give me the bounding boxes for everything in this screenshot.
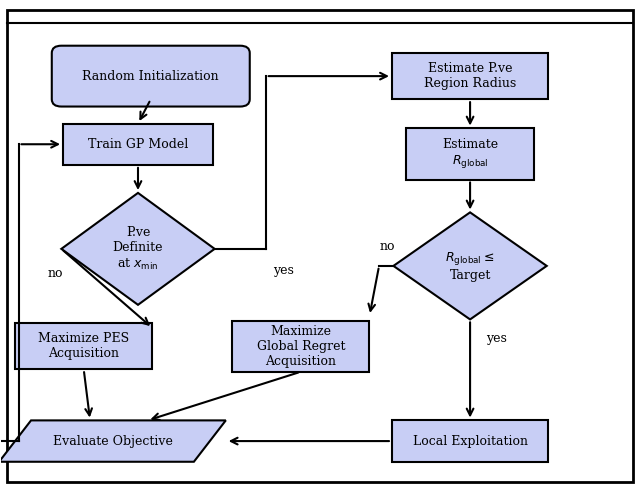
Text: Local Exploitation: Local Exploitation	[413, 435, 527, 447]
Text: Estimate P.ve
Region Radius: Estimate P.ve Region Radius	[424, 62, 516, 90]
Text: Maximize PES
Acquisition: Maximize PES Acquisition	[38, 332, 129, 360]
Polygon shape	[61, 193, 214, 305]
Text: Random Initialization: Random Initialization	[83, 70, 219, 82]
Text: P.ve
Definite
at $x_{\min}$: P.ve Definite at $x_{\min}$	[113, 226, 163, 271]
Bar	[406, 128, 534, 180]
FancyBboxPatch shape	[52, 46, 250, 106]
Bar	[63, 123, 213, 165]
Text: yes: yes	[486, 332, 508, 346]
Text: no: no	[380, 240, 395, 253]
Bar	[392, 420, 548, 462]
Bar	[15, 323, 152, 369]
Bar	[232, 321, 369, 372]
Text: Estimate
$R_{\mathrm{global}}$: Estimate $R_{\mathrm{global}}$	[442, 138, 498, 170]
Text: Evaluate Objective: Evaluate Objective	[52, 435, 172, 447]
Text: Train GP Model: Train GP Model	[88, 138, 188, 151]
Polygon shape	[394, 212, 547, 320]
Text: Maximize
Global Regret
Acquisition: Maximize Global Regret Acquisition	[257, 325, 345, 367]
Bar	[392, 53, 548, 99]
Polygon shape	[0, 420, 226, 462]
Text: yes: yes	[273, 264, 294, 277]
Text: $R_{\mathrm{global}} \leq$
Target: $R_{\mathrm{global}} \leq$ Target	[445, 250, 495, 282]
Text: no: no	[47, 267, 63, 280]
